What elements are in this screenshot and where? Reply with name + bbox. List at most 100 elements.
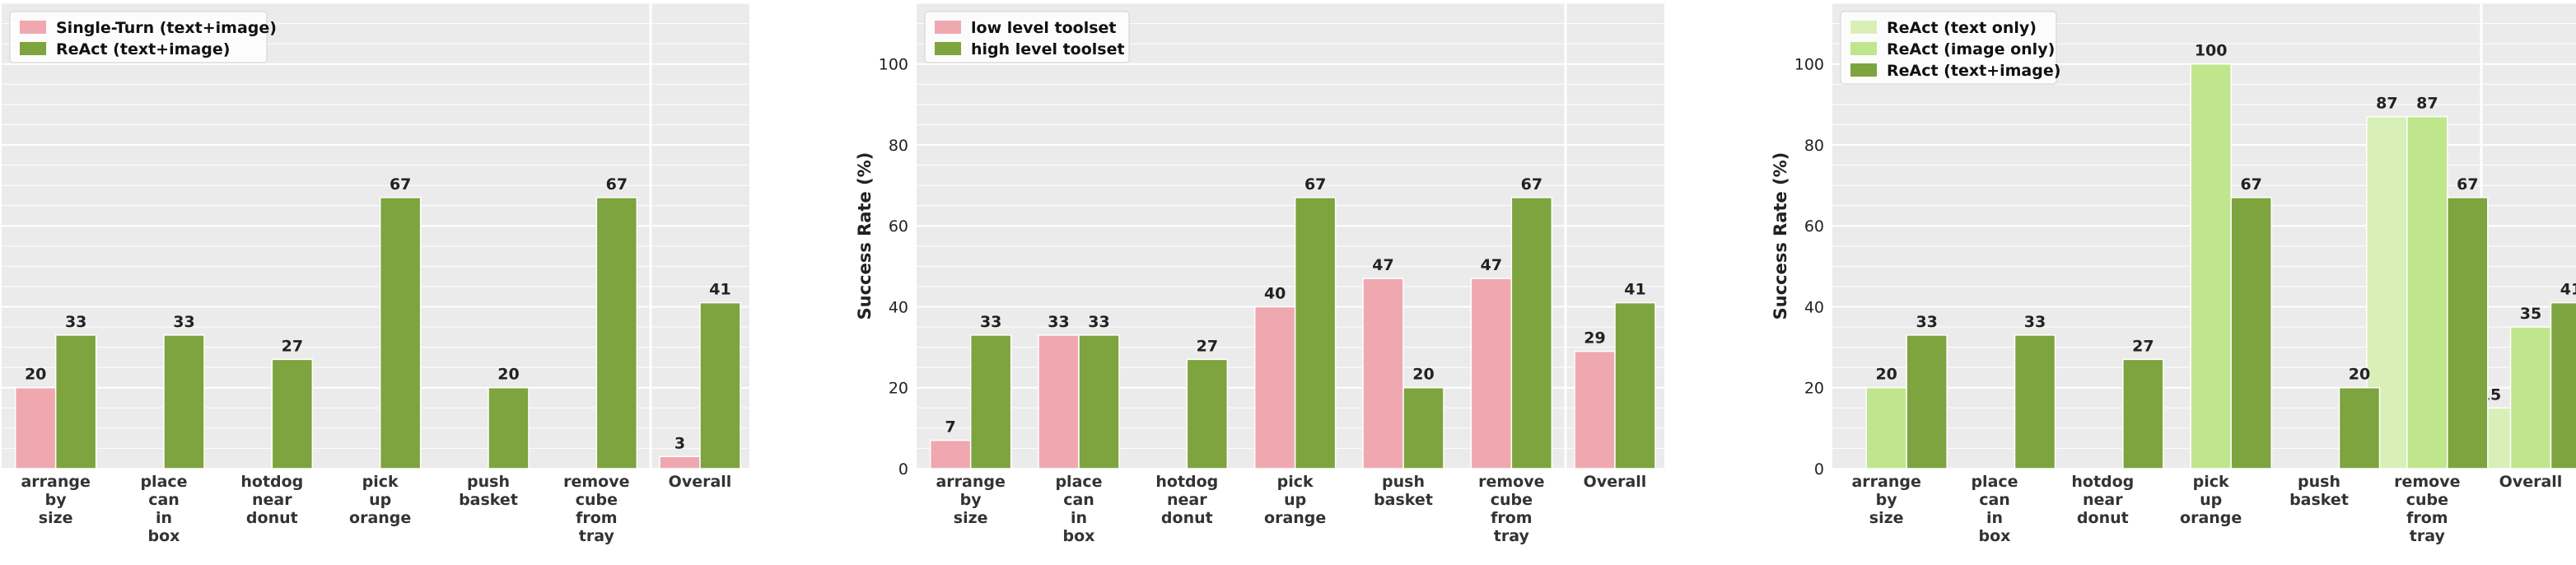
bar bbox=[2190, 63, 2232, 469]
data-label: 67 bbox=[606, 175, 628, 194]
data-label: 33 bbox=[65, 313, 86, 331]
x-tick-label: hotdog near donut bbox=[240, 473, 303, 527]
y-tick-label: 0 bbox=[1814, 460, 1824, 479]
bar bbox=[1362, 278, 1404, 469]
legend-box bbox=[924, 11, 1130, 63]
legend-entry: ReAct (text only) bbox=[1887, 19, 2037, 37]
data-label: 3 bbox=[674, 434, 685, 452]
legend-box bbox=[9, 11, 268, 63]
data-label: 27 bbox=[1197, 337, 1218, 355]
x-tick-label: pick up orange bbox=[349, 473, 411, 527]
data-label: 7 bbox=[945, 418, 956, 437]
legend-entry: Single-Turn (text+image) bbox=[56, 19, 277, 37]
bar bbox=[1038, 334, 1080, 469]
x-tick-label: pick up orange bbox=[2180, 473, 2242, 527]
bar bbox=[2122, 358, 2164, 469]
bar bbox=[14, 386, 57, 469]
y-tick-label: 40 bbox=[889, 298, 908, 316]
data-label: 41 bbox=[1624, 281, 1645, 299]
bar bbox=[1574, 350, 1616, 469]
bar bbox=[2406, 115, 2448, 469]
x-tick-label: hotdog near donut bbox=[2071, 473, 2134, 527]
data-label: 67 bbox=[2457, 175, 2478, 194]
y-tick-label: 100 bbox=[879, 56, 908, 74]
legend-swatch bbox=[1850, 63, 1877, 77]
x-tick-label: remove cube from tray bbox=[2394, 473, 2460, 545]
chart-panel-2: 0 20 40 60 80 100 Success Rate (%) 7 33 40 47 47 29 3… bbox=[855, 2, 1664, 545]
bar bbox=[1186, 358, 1229, 469]
legend-swatch bbox=[935, 21, 961, 34]
legend-swatch bbox=[935, 42, 961, 55]
bar bbox=[163, 334, 205, 469]
data-label: 20 bbox=[1875, 366, 1897, 384]
y-tick-label: 20 bbox=[889, 380, 908, 398]
legend-entry: low level toolset bbox=[971, 19, 1117, 37]
y-tick-label: 40 bbox=[1804, 298, 1824, 316]
bar bbox=[2014, 334, 2056, 469]
data-label: 33 bbox=[173, 313, 194, 331]
legend: Single-Turn (text+image) ReAct (text+imag… bbox=[9, 11, 277, 63]
bar bbox=[1865, 386, 1907, 469]
data-label: 20 bbox=[2349, 366, 2370, 384]
bar bbox=[2550, 301, 2576, 469]
y-tick-label: 80 bbox=[1804, 137, 1824, 155]
y-tick-label: 100 bbox=[1794, 56, 1824, 74]
x-tick-label: place can in box bbox=[1055, 473, 1102, 545]
x-tick-label: hotdog near donut bbox=[1155, 473, 1218, 527]
bar bbox=[1906, 334, 1948, 469]
data-label: 47 bbox=[1481, 256, 1502, 274]
legend: low level toolset high level toolset bbox=[924, 11, 1130, 63]
legend-swatch bbox=[20, 21, 46, 34]
y-axis-title: Success Rate (%) bbox=[855, 152, 875, 320]
x-tick-label: arrange by size bbox=[1851, 473, 1920, 527]
bar bbox=[929, 439, 972, 469]
x-tick-label: remove cube from tray bbox=[1478, 473, 1544, 545]
legend-swatch bbox=[1850, 21, 1877, 34]
x-tick-label: push basket bbox=[459, 473, 518, 509]
data-label: 33 bbox=[1916, 313, 1937, 331]
data-label: 41 bbox=[2560, 281, 2576, 299]
bar bbox=[379, 197, 422, 469]
data-label: 20 bbox=[25, 366, 46, 384]
y-tick-label: 80 bbox=[889, 137, 908, 155]
y-axis-title: Success Rate (%) bbox=[1771, 152, 1790, 320]
x-tick-label: place can in box bbox=[1971, 473, 2018, 545]
x-tick-label: Overall bbox=[669, 473, 732, 491]
data-label: 67 bbox=[1304, 175, 1326, 194]
data-label: 33 bbox=[980, 313, 1001, 331]
y-tick-label: 60 bbox=[1804, 217, 1824, 236]
x-tick-label: arrange by size bbox=[936, 473, 1005, 527]
bar bbox=[699, 301, 741, 469]
bar bbox=[1078, 334, 1120, 469]
data-label: 41 bbox=[709, 281, 730, 299]
legend-entry: ReAct (image only) bbox=[1887, 40, 2055, 58]
bar bbox=[54, 334, 97, 469]
bar bbox=[1402, 386, 1444, 469]
data-label: 67 bbox=[2240, 175, 2261, 194]
bar bbox=[659, 455, 701, 469]
legend-entry: ReAct (text+image) bbox=[1887, 62, 2060, 80]
data-label: 33 bbox=[1048, 313, 1069, 331]
data-label: 27 bbox=[282, 337, 303, 355]
data-label: 29 bbox=[1584, 329, 1605, 348]
legend: ReAct (text only) ReAct (image only) ReAct… bbox=[1840, 11, 2060, 85]
y-tick-label: 20 bbox=[1804, 380, 1824, 398]
bar bbox=[2338, 386, 2381, 469]
data-label: 87 bbox=[2416, 95, 2438, 113]
x-tick-label: remove cube from tray bbox=[563, 473, 629, 545]
legend-swatch bbox=[20, 42, 46, 55]
x-tick-label: pick up orange bbox=[1264, 473, 1326, 527]
data-label: 20 bbox=[1412, 366, 1434, 384]
data-label: 20 bbox=[497, 366, 519, 384]
data-label: 100 bbox=[2195, 42, 2228, 60]
bar bbox=[969, 334, 1012, 469]
x-tick-label: Overall bbox=[1584, 473, 1647, 491]
x-tick-label: place can in box bbox=[140, 473, 187, 545]
data-label: 40 bbox=[1264, 284, 1286, 302]
bar bbox=[595, 197, 638, 469]
data-label: 27 bbox=[2132, 337, 2154, 355]
y-tick-label: 0 bbox=[898, 460, 908, 479]
data-label: 67 bbox=[390, 175, 411, 194]
